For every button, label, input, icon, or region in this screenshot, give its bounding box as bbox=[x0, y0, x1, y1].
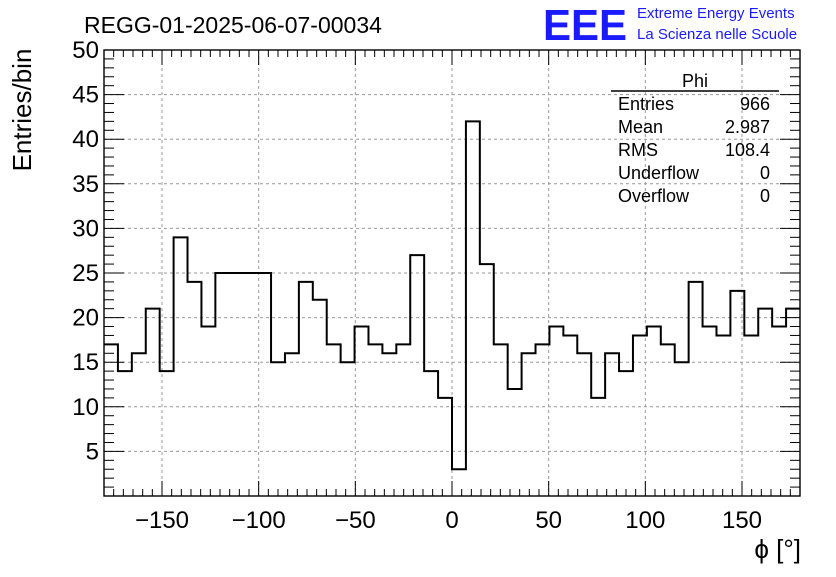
y-tick-label: 35 bbox=[72, 171, 99, 198]
y-tick-label: 20 bbox=[72, 305, 99, 332]
stats-label: Underflow bbox=[618, 163, 700, 183]
y-tick-label: 25 bbox=[72, 260, 99, 287]
y-tick-label: 50 bbox=[72, 37, 99, 64]
stats-value: 0 bbox=[760, 163, 770, 183]
logo-line2: La Scienza nelle Scuole bbox=[637, 26, 797, 43]
y-tick-label: 10 bbox=[72, 394, 99, 421]
x-tick-label: 0 bbox=[445, 507, 458, 534]
stats-label: Overflow bbox=[618, 186, 690, 206]
x-tick-label: 50 bbox=[535, 507, 562, 534]
x-tick-label: −150 bbox=[135, 507, 189, 534]
stats-value: 108.4 bbox=[725, 140, 770, 160]
y-tick-label: 5 bbox=[86, 438, 99, 465]
histogram-outline bbox=[104, 120, 800, 471]
axis-ticks bbox=[104, 49, 800, 496]
stats-label: Entries bbox=[618, 94, 674, 114]
logo-line1: Extreme Energy Events bbox=[637, 5, 795, 22]
stats-title: Phi bbox=[682, 71, 708, 91]
y-tick-label: 15 bbox=[72, 349, 99, 376]
logo-mark: EEE bbox=[543, 1, 627, 50]
y-axis-label: Entries/bin bbox=[7, 49, 37, 172]
x-axis-label: ϕ [°] bbox=[754, 534, 801, 564]
y-tick-labels: 5 10 15 20 25 30 35 40 45 50 bbox=[72, 37, 99, 465]
x-tick-label: 150 bbox=[722, 507, 762, 534]
stats-rows: Entries 966 Mean 2.987 RMS 108.4 Underflow 0 Ove… bbox=[618, 94, 770, 206]
y-tick-label: 40 bbox=[72, 126, 99, 153]
stats-value: 2.987 bbox=[725, 117, 770, 137]
x-tick-label: −100 bbox=[232, 507, 286, 534]
x-tick-label: 100 bbox=[625, 507, 665, 534]
stats-value: 966 bbox=[740, 94, 770, 114]
eee-logo: EEE Extreme Energy Events La Scienza nel… bbox=[543, 1, 797, 50]
x-tick-labels: −150 −100 −50 0 50 100 150 bbox=[135, 507, 762, 534]
x-tick-label: −50 bbox=[335, 507, 376, 534]
y-tick-label: 45 bbox=[72, 82, 99, 109]
stats-label: RMS bbox=[618, 140, 658, 160]
stats-value: 0 bbox=[760, 186, 770, 206]
stats-box: Phi Entries 966 Mean 2.987 RMS 108.4 Underflow… bbox=[611, 71, 779, 206]
stats-label: Mean bbox=[618, 117, 663, 137]
y-tick-label: 30 bbox=[72, 215, 99, 242]
chart-title: REGG-01-2025-06-07-00034 bbox=[84, 12, 382, 38]
